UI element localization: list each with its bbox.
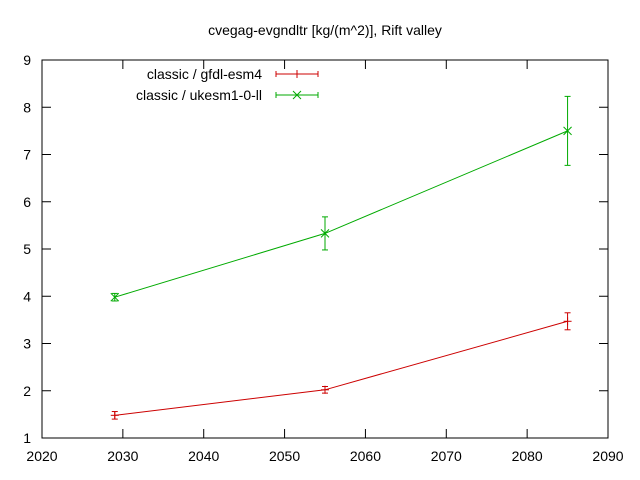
plot-frame	[41, 59, 609, 439]
chart-title: cvegag-evgndltr [kg/(m^2)], Rift valley	[208, 22, 442, 38]
legend-entry-2: classic / ukesm1-0-ll	[136, 87, 319, 103]
x-tick-label: 2020	[26, 448, 57, 464]
legend-marker	[293, 70, 301, 78]
data-point	[110, 292, 120, 302]
series-line	[114, 130, 568, 298]
y-tick-label: 1	[23, 430, 31, 446]
y-tick-label: 7	[23, 147, 31, 163]
legend-entry-1: classic / gfdl-esm4	[147, 66, 319, 82]
series-2	[110, 95, 572, 302]
series-line	[114, 320, 568, 416]
data-point	[110, 411, 119, 420]
legend-label: classic / gfdl-esm4	[147, 66, 262, 82]
data-point	[321, 385, 329, 394]
y-tick-label: 2	[23, 383, 31, 399]
data-point	[563, 317, 572, 326]
series-1	[110, 312, 572, 420]
legend-marker	[292, 90, 302, 100]
x-tick-label: 2060	[350, 448, 381, 464]
x-tick-label: 2080	[512, 448, 543, 464]
y-tick-label: 3	[23, 336, 31, 352]
y-tick-label: 4	[23, 288, 31, 304]
series-layer	[110, 95, 572, 420]
y-tick-label: 9	[23, 52, 31, 68]
x-tick-label: 2030	[107, 448, 138, 464]
y-tick-label: 5	[23, 241, 31, 257]
x-tick-label: 2070	[431, 448, 462, 464]
x-tick-label: 2050	[269, 448, 300, 464]
y-tick-label: 6	[23, 194, 31, 210]
x-tick-label: 2040	[188, 448, 219, 464]
legend: classic / gfdl-esm4 classic / ukesm1-0-ll	[136, 66, 319, 103]
data-point	[563, 126, 572, 136]
y-tick-label: 8	[23, 99, 31, 115]
axes: 2020 2030 2040 2050 2060 2070 2080 2090 1 2 3 4 5 6 7 8…	[23, 52, 624, 464]
legend-label: classic / ukesm1-0-ll	[136, 87, 262, 103]
x-tick-label: 2090	[592, 448, 623, 464]
data-point	[320, 229, 330, 238]
